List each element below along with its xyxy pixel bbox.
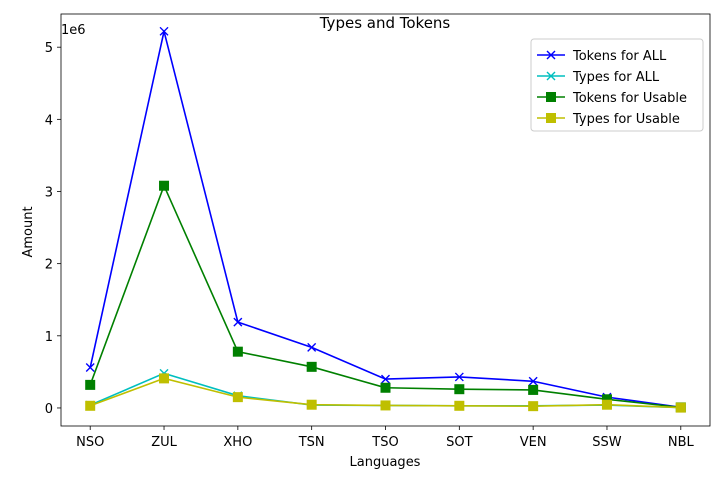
x-tick-label: ZUL: [151, 435, 177, 450]
marker-stroke: [546, 50, 556, 60]
legend-frame: [530, 38, 704, 132]
y-tick-label: 2: [45, 258, 53, 273]
legend-entry-label: Tokens for Usable: [572, 91, 687, 106]
x-axis-label: Languages: [350, 455, 421, 470]
data-point: [454, 384, 465, 395]
x-tick-label: SOT: [446, 435, 472, 450]
data-point: [380, 382, 391, 393]
data-point: [232, 392, 243, 403]
marker-stroke: [381, 374, 390, 384]
marker-stroke: [159, 26, 169, 36]
legend-entry-label: Types for ALL: [572, 70, 660, 85]
y-offset-label: 1e6: [61, 23, 86, 38]
legend-marker: [546, 92, 556, 102]
y-tick-label: 5: [45, 41, 53, 56]
series-layer: [85, 26, 686, 413]
data-point: [159, 373, 170, 384]
marker-stroke: [546, 71, 556, 81]
marker-stroke: [528, 376, 538, 386]
data-point: [528, 401, 539, 412]
data-point: [380, 400, 391, 411]
data-point: [85, 363, 95, 373]
data-point: [601, 399, 612, 410]
data-point: [306, 361, 317, 372]
x-axis-ticks: NSO ZUL XHO TSN TSO SOT VEN SSW NBL: [76, 426, 694, 450]
data-point: [307, 342, 317, 352]
data-point: [159, 180, 170, 191]
y-axis-label: Amount: [21, 206, 36, 257]
marker-stroke: [233, 317, 243, 327]
data-point: [159, 26, 169, 36]
y-tick-label: 1: [45, 330, 53, 345]
data-point: [528, 376, 538, 386]
x-tick-label: XHO: [223, 435, 252, 450]
data-point: [454, 372, 464, 382]
legend-entry-label: Types for Usable: [572, 112, 680, 127]
data-point: [232, 346, 243, 357]
legend-marker: [546, 113, 556, 123]
x-tick-label: TSN: [298, 435, 325, 450]
data-point: [233, 317, 243, 327]
legend-marker: [546, 71, 556, 81]
x-tick-label: VEN: [520, 435, 547, 450]
y-axis-ticks: 0 1 2 3 4 5: [45, 41, 61, 417]
y-tick-label: 4: [45, 113, 53, 128]
legend-marker: [546, 50, 556, 60]
marker-stroke: [85, 363, 95, 373]
x-tick-label: TSO: [371, 435, 398, 450]
chart-title: Types and Tokens: [319, 14, 451, 32]
y-tick-label: 0: [45, 402, 53, 417]
data-point: [528, 384, 539, 395]
data-point: [381, 374, 390, 384]
legend: Tokens for ALL Types for ALL Tokens for Us…: [530, 38, 704, 132]
x-tick-label: NBL: [668, 435, 695, 450]
marker-stroke: [454, 372, 464, 382]
x-tick-label: NSO: [76, 435, 104, 450]
marker-stroke: [307, 342, 317, 352]
data-point: [85, 400, 96, 411]
data-point: [675, 402, 686, 413]
data-point: [306, 399, 317, 410]
y-tick-label: 3: [45, 185, 53, 200]
data-point: [85, 379, 96, 390]
plot-frame: [60, 13, 711, 427]
x-tick-label: SSW: [592, 435, 622, 450]
data-point: [454, 400, 465, 411]
legend-entry-label: Tokens for ALL: [572, 49, 667, 64]
